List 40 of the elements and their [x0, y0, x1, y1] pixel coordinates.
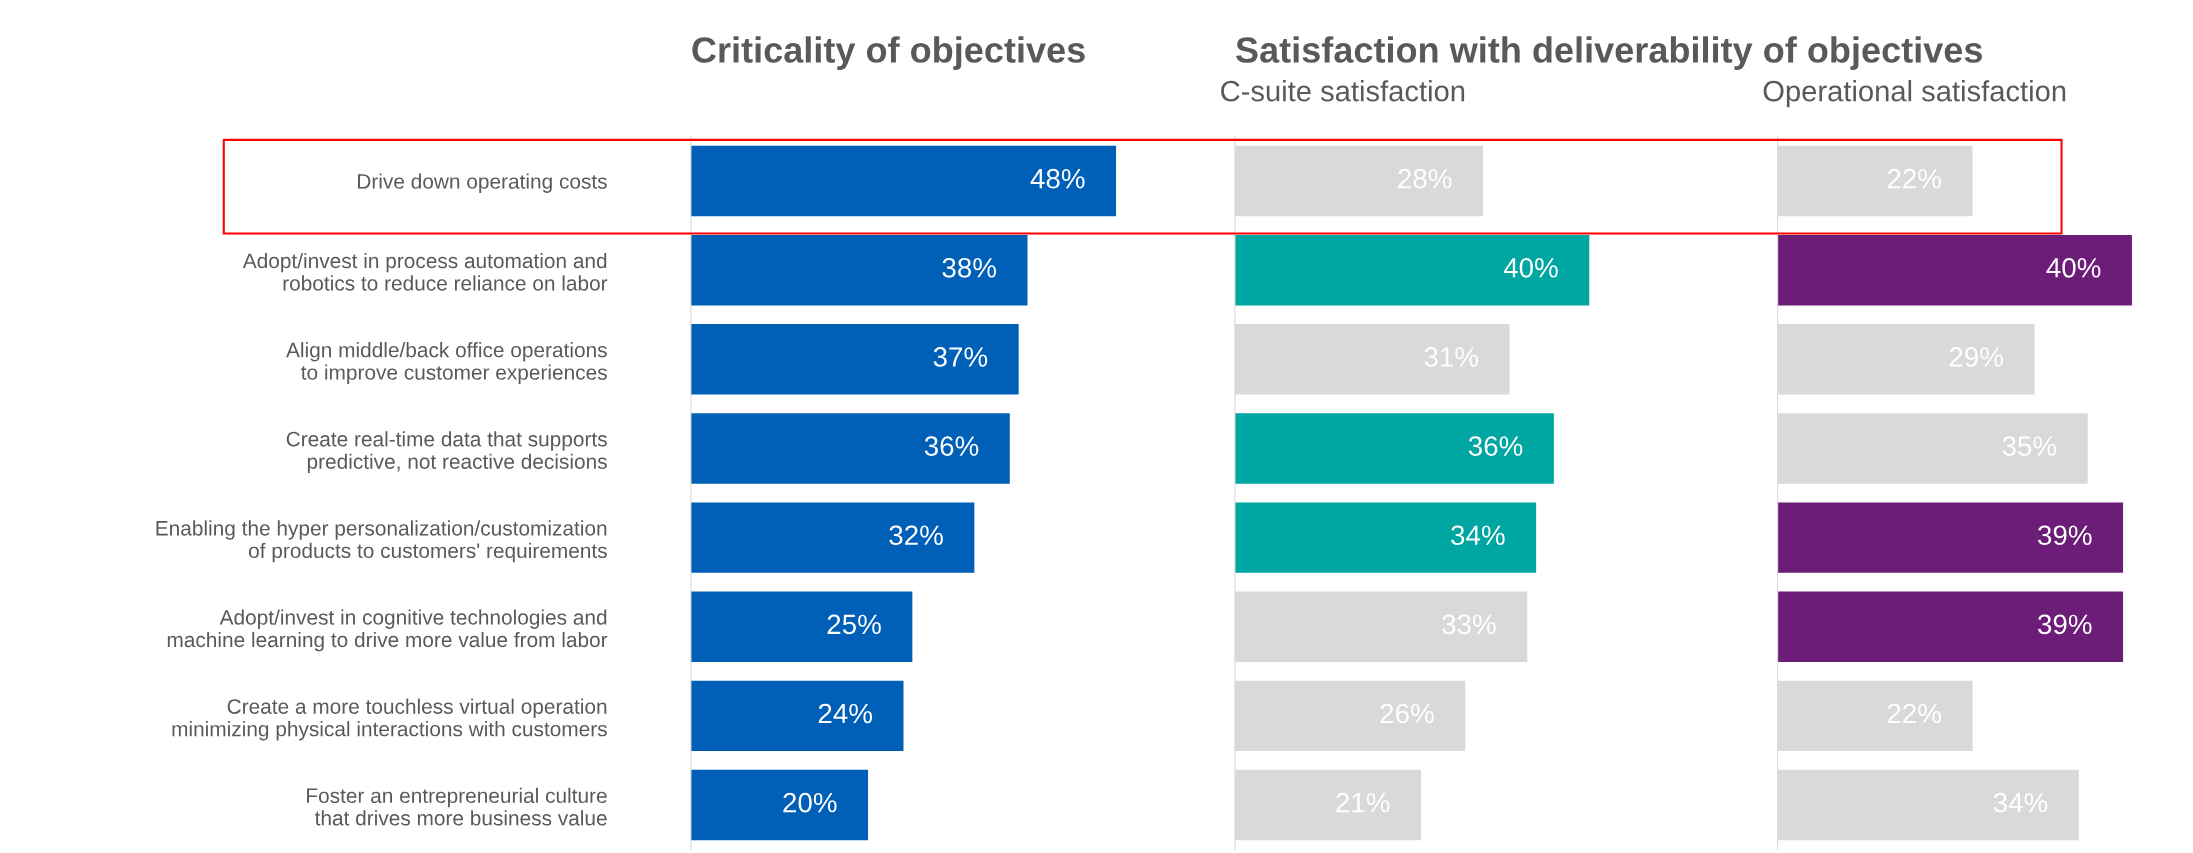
y-tick-label: Align middle/back office operations to improve customer experiences [286, 342, 607, 384]
bar [690, 769, 869, 841]
y-tick-label: Create a more touchless virtual operation minimizing physical interactions with customers [172, 698, 607, 741]
data-label: 38% [942, 257, 996, 278]
y-tick-label: Foster an entrepreneurial culture that drives more business value [307, 787, 607, 826]
y-tick-label: Create real-time data that supports predictive, not reactive decisions [286, 431, 607, 474]
data-label: 32% [889, 525, 943, 546]
data-label: 34% [1451, 525, 1505, 546]
y-tick-label: Adopt/invest in process automation and robotics to reduce reliance on labor [242, 252, 608, 291]
chart-title: Criticality of objectives [692, 36, 1085, 70]
data-label: 25% [827, 614, 881, 635]
bar [1234, 234, 1590, 306]
data-label: 37% [933, 347, 988, 367]
bar [690, 145, 1117, 217]
data-label: 39% [2038, 525, 2092, 546]
bar [690, 591, 913, 662]
bar [690, 413, 1010, 484]
bar [1777, 591, 2124, 662]
data-label: 40% [1503, 257, 1558, 278]
data-label: 48% [1030, 168, 1085, 189]
bar [1777, 234, 2132, 306]
bar [690, 502, 975, 573]
bar [690, 234, 1028, 306]
data-label: 36% [924, 436, 979, 456]
bar [1234, 413, 1554, 484]
data-label: 39% [2038, 614, 2092, 635]
chart-subtitle: Operational satisfaction [1763, 80, 2066, 108]
chart-title: Satisfaction with deliverability of objectives [1236, 36, 1982, 70]
data-label: 36% [1468, 436, 1523, 456]
data-label: 20% [783, 792, 837, 813]
bar [690, 680, 904, 752]
y-tick-label: Drive down operating costs [358, 173, 607, 193]
y-tick-label: Adopt/invest in cognitive technologies and machine learning to drive more value from labor [167, 609, 608, 652]
chart-subtitle: C-suite satisfaction [1221, 80, 1465, 102]
bar [690, 324, 1019, 395]
data-label: 40% [2046, 257, 2101, 278]
y-tick-label: Enabling the hyper personalization/customization of products to customers' requirements [156, 520, 607, 563]
bar [1234, 502, 1537, 573]
data-label: 24% [818, 703, 872, 724]
bar [1777, 502, 2124, 573]
